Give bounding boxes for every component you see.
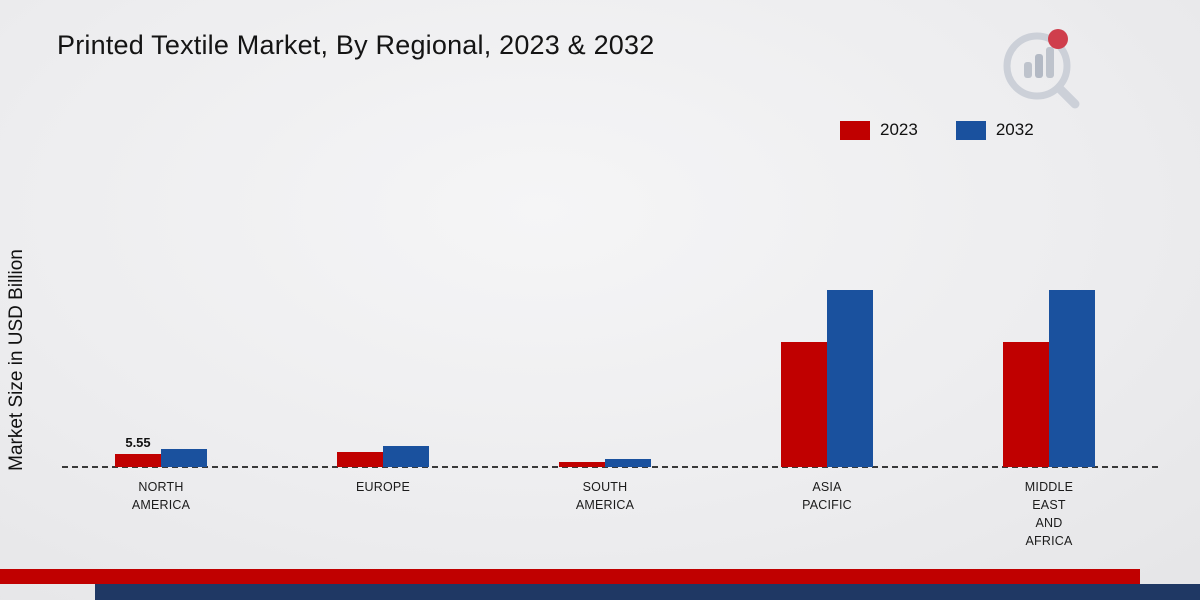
legend-label-2032: 2032 [995, 120, 1034, 139]
x-axis-label-europe: EUROPE [356, 480, 410, 494]
x-axis-label-south-america: SOUTH AMERICA [575, 480, 635, 513]
bar-2032-asia-pacific [827, 290, 873, 467]
x-axis-label-asia-pacific: ASIA PACIFIC [802, 480, 852, 513]
bar-group-europe: EUROPE [272, 127, 494, 494]
legend-swatch-2023 [840, 120, 870, 140]
bar-2032-north-america [161, 448, 207, 467]
bar-2023-middle-east-and-africa [1003, 342, 1049, 467]
market-research-logo-icon [1003, 29, 1080, 109]
bar-group-south-america: SOUTH AMERICA [494, 127, 716, 512]
legend-label-2023: 2023 [880, 120, 918, 139]
bar-value-label-north-america: 5.55 [125, 435, 151, 451]
bar-2032-middle-east-and-africa [1049, 290, 1095, 467]
bar-2023-europe [337, 452, 383, 467]
x-axis-label-middle-east-and-africa: MIDDLE EAST AND AFRICA [1024, 480, 1074, 549]
bar-2032-south-america [605, 459, 651, 467]
legend-item-2023: 2023 [840, 120, 918, 140]
bar-group-asia-pacific: ASIA PACIFIC [716, 127, 938, 512]
bar-2023-south-america [559, 461, 605, 467]
x-axis-baseline [62, 466, 1158, 468]
bar-2032-europe [383, 445, 429, 467]
bar-2023-asia-pacific [781, 342, 827, 467]
footer-red-strip [0, 569, 1140, 584]
bar-group-middle-east-and-africa: MIDDLE EAST AND AFRICA [938, 127, 1160, 548]
legend-item-2032: 2032 [955, 120, 1034, 140]
legend: 2023 2032 [840, 120, 1034, 140]
x-axis-label-north-america: NORTH AMERICA [131, 480, 191, 513]
plot-area: 5.55 NORTH AMERICA EUROPE SOUTH AMERICA ASIA… [50, 127, 1160, 548]
bar-2023-north-america: 5.55 [115, 435, 161, 467]
footer-navy-strip [95, 584, 1200, 600]
legend-swatch-2032 [955, 120, 986, 140]
y-axis-title: Market Size in USD Billion [6, 249, 27, 471]
bar-group-north-america: 5.55 NORTH AMERICA [50, 127, 272, 512]
chart-title: Printed Textile Market, By Regional, 202… [57, 30, 655, 60]
